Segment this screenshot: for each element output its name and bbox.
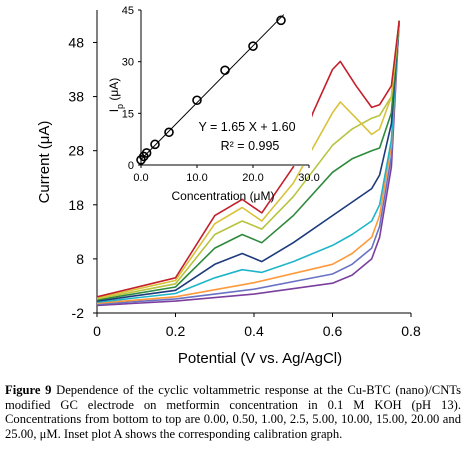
inset-ticks: 0 15 30 45 0.0 10.0 20.0 30.0 xyxy=(122,5,320,184)
inset-data-point xyxy=(164,127,174,138)
x-axis-title: Potential (V vs. Ag/AgCl) xyxy=(178,350,342,367)
curves xyxy=(97,20,400,307)
inset-y-tick-label: 30 xyxy=(122,57,134,69)
y-tick-label: -2 xyxy=(72,305,85,321)
inset-x-tick-label: 30.0 xyxy=(298,172,319,184)
inset-y-axis-title: Ip (μA) xyxy=(107,78,125,113)
voltammogram-curve-7 xyxy=(97,20,400,300)
figure-caption-text: Dependence of the cyclic voltammetric re… xyxy=(5,383,462,441)
inset-points xyxy=(136,14,286,165)
inset-x-tick-label: 20.0 xyxy=(242,172,263,184)
inset-equation: Y = 1.65 X + 1.60 xyxy=(198,120,295,134)
voltammogram-curve-6 xyxy=(97,20,400,301)
y-tick-label: 38 xyxy=(68,89,84,105)
inset-x-tick-label: 10.0 xyxy=(186,172,207,184)
inset-calibration-plot: 0 15 30 45 0.0 10.0 20.0 30.0 Ip (μA) Concentra… xyxy=(107,5,320,203)
voltammogram-curve-9 xyxy=(97,20,400,298)
y-tick-label: 8 xyxy=(76,251,84,267)
inset-data-point xyxy=(192,95,202,106)
y-tick-label: 48 xyxy=(68,34,84,50)
voltammogram-curve-2 xyxy=(97,20,400,306)
inset-data-point xyxy=(150,139,160,150)
x-tick-label: 0.2 xyxy=(166,323,186,339)
inset-x-axis-title: Concentration (μM) xyxy=(172,189,275,203)
inset-y-tick-label: 45 xyxy=(122,5,134,17)
inset-y-tick-label: 15 xyxy=(122,108,134,120)
voltammogram-curve-3 xyxy=(97,20,400,305)
inset-data-point xyxy=(220,65,230,76)
x-tick-label: 0.4 xyxy=(244,323,264,339)
y-axis-title: Current (μA) xyxy=(36,121,53,204)
voltammogram-curve-4 xyxy=(97,20,400,303)
x-tick-label: 0 xyxy=(93,323,101,339)
main-plot xyxy=(96,10,411,314)
x-axis-ticks: 0 0.2 0.4 0.6 0.8 xyxy=(93,313,421,339)
voltammogram-chart: -2 8 18 28 38 48 0 0.2 0.4 0.6 0.8 Current (μA) P… xyxy=(36,5,421,367)
figure-caption: Figure 9 Dependence of the cyclic voltam… xyxy=(5,383,461,441)
inset-data-point xyxy=(248,41,258,51)
x-tick-label: 0.6 xyxy=(323,323,343,339)
voltammogram-curve-8 xyxy=(97,20,400,299)
voltammogram-curve-5 xyxy=(97,20,400,302)
figure-caption-label: Figure 9 xyxy=(5,383,52,397)
voltammogram-curve-1 xyxy=(97,20,400,307)
y-tick-label: 18 xyxy=(68,197,84,213)
x-tick-label: 0.8 xyxy=(401,323,421,339)
inset-data-point xyxy=(276,15,286,26)
y-axis-ticks: -2 8 18 28 38 48 xyxy=(68,34,97,321)
inset-background xyxy=(140,10,312,166)
inset-r-squared: R² = 0.995 xyxy=(221,139,280,153)
inset-x-tick-label: 0.0 xyxy=(133,172,148,184)
inset-y-tick-label: 0 xyxy=(128,160,134,172)
inset-data-point xyxy=(141,148,152,158)
y-tick-label: 28 xyxy=(68,143,84,159)
inset-fit-line xyxy=(140,14,285,160)
